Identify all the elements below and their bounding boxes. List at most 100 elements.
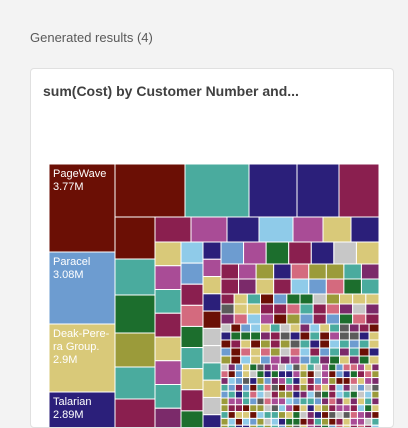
treemap-node[interactable] — [364, 404, 373, 413]
treemap-node[interactable] — [277, 363, 287, 372]
treemap-node[interactable] — [250, 355, 261, 365]
treemap-node[interactable] — [255, 263, 275, 280]
treemap-node[interactable] — [333, 241, 357, 265]
treemap-node[interactable] — [114, 294, 156, 334]
treemap-node[interactable] — [348, 331, 360, 341]
treemap-node[interactable] — [220, 303, 235, 315]
treemap-node[interactable] — [356, 370, 366, 379]
treemap-node[interactable] — [202, 327, 222, 347]
treemap-node[interactable] — [220, 411, 229, 419]
treemap-node[interactable] — [313, 383, 323, 392]
treemap-node[interactable] — [269, 339, 281, 349]
treemap-node[interactable] — [299, 331, 311, 341]
treemap-node[interactable] — [319, 347, 331, 357]
treemap-node[interactable] — [227, 404, 236, 413]
treemap-node[interactable] — [249, 363, 258, 372]
treemap-node[interactable] — [342, 370, 351, 379]
treemap-node[interactable] — [349, 377, 358, 385]
treemap-node[interactable] — [364, 383, 373, 392]
treemap-node[interactable] — [246, 313, 261, 325]
treemap-node[interactable] — [313, 397, 323, 406]
treemap-node[interactable] — [256, 397, 265, 406]
treemap-node[interactable] — [260, 293, 275, 305]
treemap-node[interactable] — [269, 331, 281, 341]
treemap-node[interactable] — [256, 383, 265, 392]
treemap-node[interactable] — [352, 313, 367, 325]
treemap-node[interactable] — [242, 363, 251, 372]
treemap-node[interactable] — [310, 241, 335, 265]
treemap-node[interactable] — [309, 323, 321, 333]
treemap-node[interactable] — [260, 323, 271, 333]
treemap-node[interactable] — [256, 417, 265, 426]
treemap-node[interactable] — [114, 258, 156, 296]
treemap-node[interactable] — [242, 397, 251, 406]
treemap-node[interactable] — [356, 417, 366, 426]
treemap-node[interactable] — [273, 303, 288, 315]
treemap-node[interactable] — [286, 293, 301, 305]
treemap-node[interactable] — [242, 383, 251, 392]
treemap-node[interactable] — [313, 417, 323, 426]
treemap-node[interactable] — [242, 370, 251, 379]
treemap-node[interactable] — [349, 417, 358, 426]
treemap-node[interactable] — [250, 323, 261, 333]
treemap-node[interactable] — [312, 313, 327, 325]
treemap-node[interactable] — [114, 366, 156, 400]
treemap-node[interactable] — [328, 404, 337, 413]
treemap-node[interactable] — [202, 310, 222, 329]
treemap-node[interactable] — [288, 241, 312, 265]
treemap-node[interactable] — [321, 411, 330, 419]
treemap-node[interactable] — [312, 303, 327, 315]
treemap-node[interactable] — [299, 370, 308, 379]
treemap-node[interactable] — [299, 303, 314, 315]
treemap-node[interactable] — [292, 377, 301, 385]
treemap-node[interactable] — [256, 363, 265, 372]
treemap-node[interactable] — [364, 370, 373, 379]
treemap-node[interactable] — [263, 411, 272, 419]
treemap-node[interactable] — [279, 323, 291, 333]
treemap-node[interactable] — [273, 278, 292, 295]
treemap-node[interactable] — [322, 216, 352, 243]
treemap-node[interactable] — [292, 417, 301, 426]
treemap-node[interactable] — [220, 397, 229, 406]
treemap-node[interactable] — [265, 241, 290, 265]
treemap-node[interactable] — [356, 377, 366, 385]
treemap-node[interactable] — [220, 347, 232, 357]
treemap-node[interactable] — [335, 377, 344, 385]
treemap-node[interactable] — [342, 390, 351, 399]
treemap-node[interactable] — [349, 383, 358, 392]
treemap-node[interactable] — [319, 331, 331, 341]
treemap-node[interactable] — [342, 417, 351, 426]
treemap-node[interactable] — [242, 377, 251, 385]
treemap-node[interactable] — [358, 323, 370, 333]
treemap-node[interactable] — [277, 390, 287, 399]
treemap-node[interactable] — [292, 216, 324, 243]
treemap-node[interactable] — [227, 383, 236, 392]
treemap-node[interactable] — [220, 417, 229, 426]
treemap-node[interactable] — [313, 390, 323, 399]
treemap-node[interactable] — [234, 363, 244, 372]
treemap-node[interactable] — [360, 263, 380, 280]
treemap-node[interactable] — [277, 411, 287, 419]
treemap-node[interactable] — [343, 263, 362, 280]
treemap-node[interactable] — [339, 339, 350, 349]
treemap-node[interactable] — [249, 397, 258, 406]
treemap-node[interactable] — [364, 411, 373, 419]
treemap-node[interactable] — [329, 339, 340, 349]
treemap-node[interactable] — [269, 347, 281, 357]
treemap-node[interactable] — [184, 163, 250, 218]
treemap-node[interactable] — [319, 323, 331, 333]
treemap-node[interactable] — [154, 360, 182, 385]
treemap-node[interactable] — [226, 216, 260, 243]
treemap-node[interactable] — [299, 363, 308, 372]
treemap-node[interactable] — [250, 331, 261, 341]
treemap-node[interactable] — [260, 331, 271, 341]
treemap-node[interactable] — [309, 355, 321, 365]
treemap-node[interactable] — [356, 404, 366, 413]
treemap-node[interactable] — [114, 163, 186, 218]
treemap-node[interactable] — [342, 411, 351, 419]
treemap-node[interactable] — [240, 355, 252, 365]
treemap-node[interactable] — [365, 293, 380, 305]
treemap-node[interactable] — [180, 325, 204, 349]
treemap-node[interactable] — [306, 397, 315, 406]
